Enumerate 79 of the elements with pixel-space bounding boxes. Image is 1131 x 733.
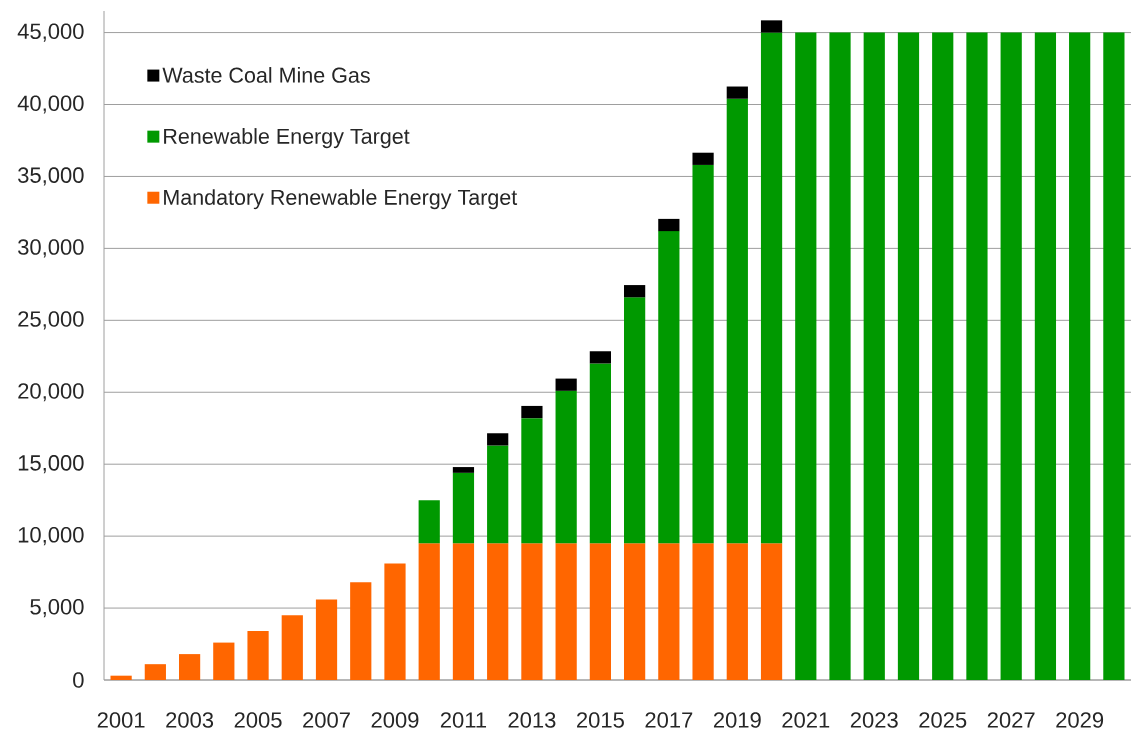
bar — [247, 631, 269, 680]
bar — [829, 32, 851, 680]
bar — [760, 20, 783, 33]
legend-label: Waste Coal Mine Gas — [162, 67, 370, 83]
bar — [555, 390, 577, 544]
y-tick-label: 0 — [73, 672, 84, 688]
bar — [487, 543, 509, 680]
y-tick-label: 5,000 — [30, 598, 84, 618]
bar — [658, 543, 680, 680]
bar — [315, 599, 338, 680]
bar — [589, 543, 611, 680]
bar — [521, 543, 543, 680]
y-tick-label: 45,000 — [17, 23, 84, 42]
bar — [1103, 32, 1125, 680]
bar — [658, 231, 680, 544]
bar — [452, 467, 475, 473]
bar — [589, 351, 611, 364]
bar — [144, 664, 166, 680]
bar — [418, 500, 440, 544]
bar — [487, 445, 509, 544]
x-tick-label: 2013 — [508, 712, 556, 728]
bar — [932, 32, 954, 680]
x-tick-label: 2009 — [371, 712, 419, 728]
bar — [692, 543, 714, 680]
y-tick-label: 10,000 — [18, 527, 84, 546]
bar — [418, 543, 440, 680]
x-tick-label: 2011 — [440, 712, 487, 728]
x-tick-label: 2005 — [234, 712, 282, 728]
bar — [760, 32, 783, 544]
bar — [521, 405, 543, 419]
bar — [110, 675, 132, 680]
x-tick-label: 2017 — [645, 712, 693, 728]
x-tick-label: 2001 — [97, 712, 145, 728]
bar — [692, 152, 714, 165]
bar — [350, 582, 372, 680]
bar — [863, 32, 885, 680]
bar — [624, 285, 646, 298]
bar — [384, 563, 406, 680]
bar — [897, 32, 920, 680]
bar — [178, 654, 201, 680]
x-tick-label: 2027 — [987, 712, 1035, 728]
x-tick-label: 2015 — [577, 712, 624, 728]
y-tick-label: 15,000 — [18, 455, 84, 474]
bar — [213, 642, 235, 680]
bar — [624, 543, 646, 680]
bar — [487, 433, 509, 446]
bar — [726, 86, 748, 99]
y-tick-label: 35,000 — [18, 167, 84, 186]
x-tick-label: 2021 — [782, 712, 830, 728]
bar — [1069, 32, 1091, 680]
bar — [521, 418, 543, 544]
y-tick-label: 30,000 — [18, 239, 84, 258]
x-tick-label: 2019 — [713, 712, 761, 728]
bar — [1000, 32, 1022, 680]
bar — [555, 378, 577, 391]
legend-label: Renewable Energy Target — [164, 128, 410, 149]
x-tick-label: 2025 — [919, 712, 967, 728]
bar — [658, 218, 680, 232]
bar — [1034, 32, 1057, 680]
bar — [760, 543, 783, 680]
bar — [555, 543, 577, 680]
x-tick-label: 2003 — [166, 712, 214, 728]
bar — [452, 472, 475, 544]
bar — [624, 297, 646, 544]
bar — [726, 543, 748, 680]
bar — [795, 32, 817, 680]
y-tick-label: 20,000 — [18, 383, 84, 402]
bar — [281, 615, 303, 680]
x-tick-label: 2029 — [1056, 712, 1104, 728]
x-tick-label: 2007 — [303, 712, 350, 728]
x-tick-label: 2023 — [850, 712, 898, 728]
bar — [589, 363, 611, 544]
bar — [692, 164, 714, 544]
y-tick-label: 25,000 — [18, 311, 84, 330]
y-tick-label: 40,000 — [17, 95, 84, 114]
bar — [726, 98, 748, 544]
legend-label: Mandatory Renewable Energy Target — [164, 189, 518, 210]
bar — [966, 32, 988, 680]
bar — [452, 543, 475, 680]
